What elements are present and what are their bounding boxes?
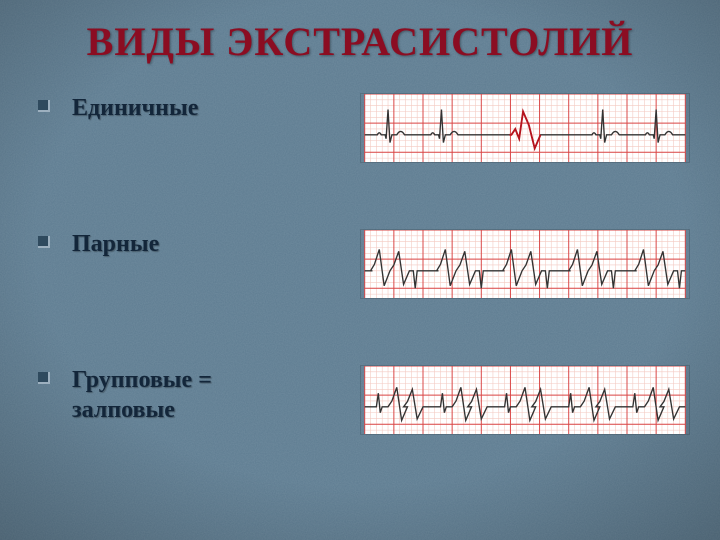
row-label-group: Групповые = залповые — [72, 365, 302, 425]
bullet-icon — [38, 371, 50, 383]
slide-title: ВИДЫ ЭКСТРАСИСТОЛИЙ — [30, 18, 690, 65]
row-label-paired: Парные — [72, 229, 302, 259]
bullet-icon — [38, 99, 50, 111]
list-item-single: Единичные — [30, 93, 690, 181]
list-item-group: Групповые = залповые — [30, 365, 690, 453]
ecg-strip-group — [360, 365, 690, 435]
ecg-strip-single — [360, 93, 690, 163]
slide-content: ВИДЫ ЭКСТРАСИСТОЛИЙ Единичные Парные Гру… — [0, 0, 720, 540]
bullet-icon — [38, 235, 50, 247]
row-label-single: Единичные — [72, 93, 302, 123]
list-item-paired: Парные — [30, 229, 690, 317]
ecg-strip-paired — [360, 229, 690, 299]
